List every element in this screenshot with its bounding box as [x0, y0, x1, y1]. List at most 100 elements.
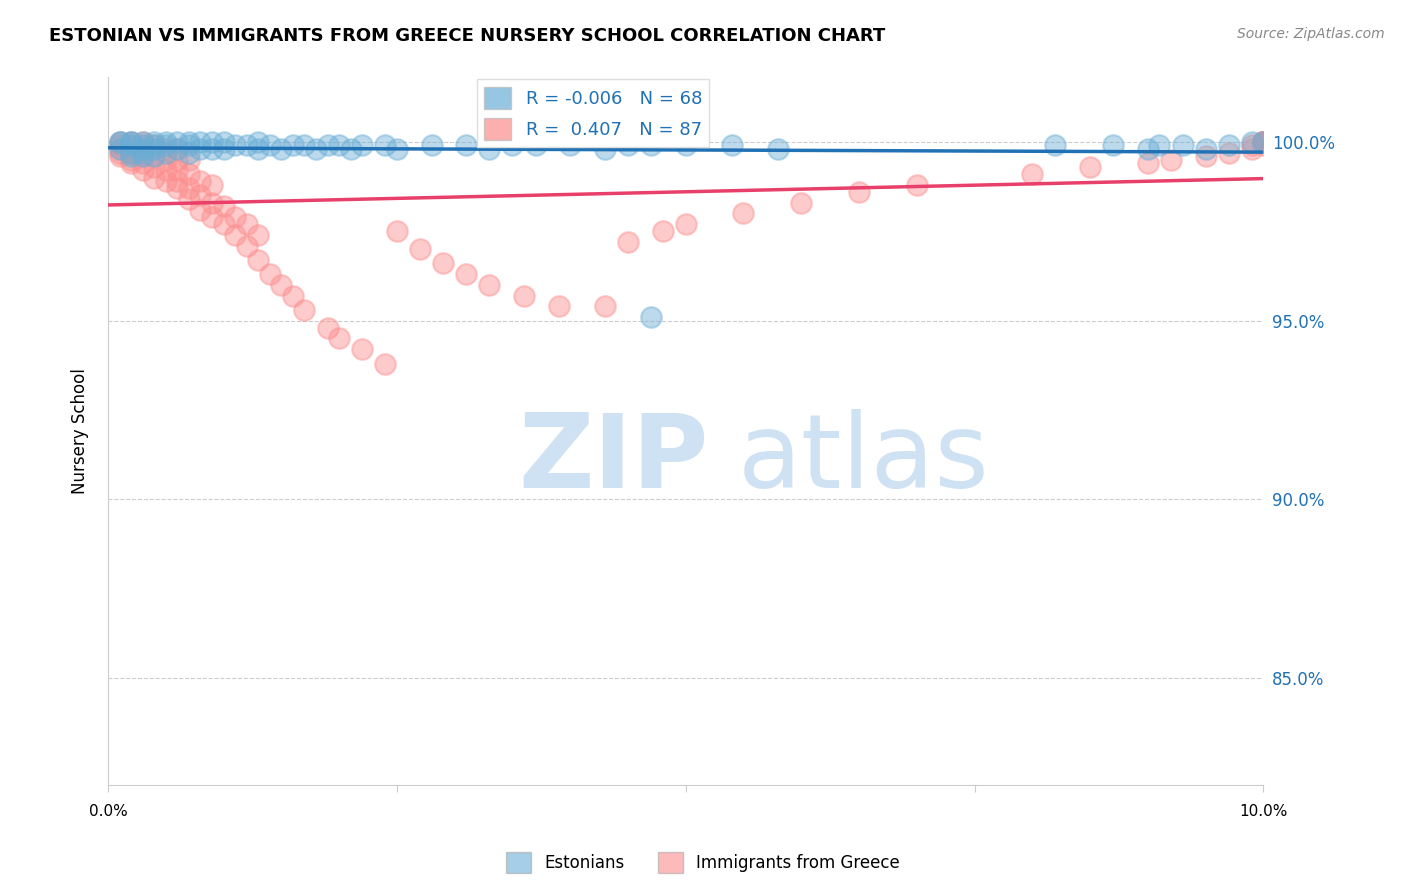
Point: [201, 142, 224, 156]
Point: [166, 181, 188, 195]
Point: [1195, 142, 1218, 156]
Point: [108, 142, 131, 156]
Point: [166, 142, 188, 156]
Point: [593, 299, 616, 313]
Point: [456, 267, 478, 281]
Point: [201, 210, 224, 224]
Point: [640, 138, 662, 153]
Point: [190, 188, 212, 202]
Point: [790, 195, 813, 210]
Point: [120, 135, 142, 149]
Point: [501, 138, 523, 153]
Point: [259, 138, 281, 153]
Point: [1253, 135, 1275, 149]
Point: [1240, 135, 1263, 149]
Point: [1045, 138, 1067, 153]
Point: [478, 142, 501, 156]
Point: [120, 153, 142, 167]
Point: [190, 202, 212, 217]
Point: [247, 142, 270, 156]
Point: [374, 357, 396, 371]
Point: [905, 178, 928, 192]
Point: [190, 135, 212, 149]
Y-axis label: Nursery School: Nursery School: [72, 368, 89, 494]
Point: [294, 138, 316, 153]
Point: [177, 135, 200, 149]
Point: [131, 145, 153, 160]
Point: [1253, 135, 1275, 149]
Text: Source: ZipAtlas.com: Source: ZipAtlas.com: [1237, 27, 1385, 41]
Text: ESTONIAN VS IMMIGRANTS FROM GREECE NURSERY SCHOOL CORRELATION CHART: ESTONIAN VS IMMIGRANTS FROM GREECE NURSE…: [49, 27, 886, 45]
Point: [224, 227, 246, 242]
Legend: R = -0.006   N = 68, R =  0.407   N = 87: R = -0.006 N = 68, R = 0.407 N = 87: [477, 79, 710, 147]
Point: [1253, 135, 1275, 149]
Point: [131, 142, 153, 156]
Point: [294, 302, 316, 317]
Point: [456, 138, 478, 153]
Text: 10.0%: 10.0%: [1239, 804, 1288, 819]
Point: [120, 145, 142, 160]
Point: [201, 195, 224, 210]
Point: [593, 142, 616, 156]
Point: [281, 138, 304, 153]
Text: ZIP: ZIP: [519, 409, 709, 510]
Point: [848, 185, 870, 199]
Point: [177, 181, 200, 195]
Point: [212, 142, 235, 156]
Point: [1253, 138, 1275, 153]
Point: [155, 138, 177, 153]
Point: [212, 135, 235, 149]
Point: [201, 178, 224, 192]
Point: [155, 145, 177, 160]
Point: [155, 142, 177, 156]
Point: [190, 174, 212, 188]
Point: [120, 135, 142, 149]
Point: [177, 145, 200, 160]
Point: [1240, 142, 1263, 156]
Point: [352, 138, 374, 153]
Point: [420, 138, 443, 153]
Point: [143, 149, 166, 163]
Point: [120, 138, 142, 153]
Point: [120, 138, 142, 153]
Point: [143, 138, 166, 153]
Point: [617, 235, 640, 249]
Point: [560, 138, 582, 153]
Point: [108, 138, 131, 153]
Point: [224, 138, 246, 153]
Point: [1136, 142, 1159, 156]
Point: [675, 138, 697, 153]
Point: [212, 217, 235, 231]
Point: [270, 277, 292, 292]
Point: [155, 174, 177, 188]
Point: [155, 135, 177, 149]
Point: [1253, 135, 1275, 149]
Legend: Estonians, Immigrants from Greece: Estonians, Immigrants from Greece: [499, 846, 907, 880]
Point: [177, 167, 200, 181]
Point: [235, 217, 257, 231]
Point: [675, 217, 697, 231]
Point: [190, 142, 212, 156]
Point: [617, 138, 640, 153]
Point: [120, 145, 142, 160]
Point: [108, 149, 131, 163]
Point: [131, 156, 153, 170]
Point: [247, 227, 270, 242]
Point: [316, 138, 339, 153]
Point: [1171, 138, 1194, 153]
Point: [1218, 138, 1240, 153]
Point: [766, 142, 789, 156]
Point: [201, 135, 224, 149]
Point: [131, 135, 153, 149]
Point: [432, 256, 454, 270]
Point: [478, 277, 501, 292]
Point: [143, 135, 166, 149]
Point: [131, 149, 153, 163]
Point: [385, 142, 408, 156]
Point: [524, 138, 547, 153]
Point: [305, 142, 328, 156]
Point: [120, 142, 142, 156]
Point: [1253, 135, 1275, 149]
Point: [177, 192, 200, 206]
Point: [640, 310, 662, 324]
